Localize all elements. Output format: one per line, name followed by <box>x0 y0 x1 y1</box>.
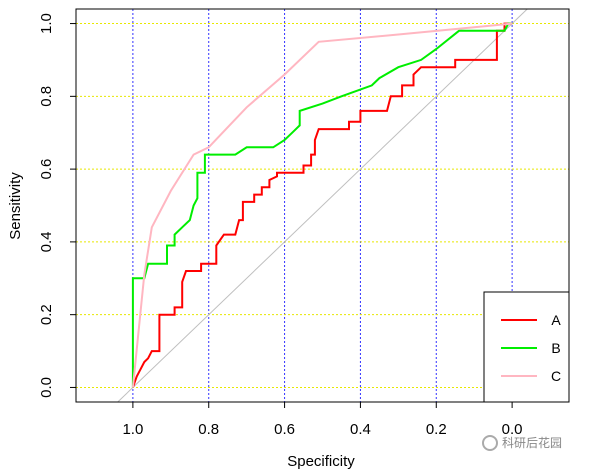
y-axis-title: Sensitivity <box>7 172 24 240</box>
y-tick-label-3: 0.6 <box>38 159 55 180</box>
watermark-text: 科研后花园 <box>502 436 563 450</box>
series-line-B <box>131 22 513 388</box>
reference-line <box>116 9 529 402</box>
y-axis: 0.0 0.2 0.4 0.6 0.8 1.0 <box>38 13 76 398</box>
y-tick-label-5: 1.0 <box>38 13 55 34</box>
x-tick-label-3: 0.4 <box>350 421 371 438</box>
x-axis: 1.0 0.8 0.6 0.4 0.2 0.0 <box>122 402 523 438</box>
watermark-logo-icon <box>482 434 498 451</box>
y-tick-label-0: 0.0 <box>38 377 55 398</box>
x-tick-label-0: 1.0 <box>122 421 143 438</box>
series-line-A <box>131 22 513 388</box>
legend: ABC <box>483 291 570 403</box>
legend-label-A: A <box>551 312 561 328</box>
y-tick-label-4: 0.8 <box>38 86 55 107</box>
series-lines <box>131 22 513 388</box>
y-tick-label-2: 0.4 <box>38 231 55 252</box>
legend-label-B: B <box>551 340 560 356</box>
legend-label-C: C <box>551 368 561 384</box>
x-tick-label-5: 0.0 <box>502 421 523 438</box>
watermark: 科研后花园 <box>482 434 562 451</box>
x-tick-label-4: 0.2 <box>426 421 447 438</box>
x-tick-label-2: 0.6 <box>274 421 295 438</box>
reference-diagonal <box>116 9 529 402</box>
series-line-C <box>131 22 513 388</box>
x-tick-label-1: 0.8 <box>198 421 219 438</box>
x-axis-title: Specificity <box>287 453 355 469</box>
plot-frame <box>75 8 570 403</box>
y-tick-label-1: 0.2 <box>38 304 55 325</box>
